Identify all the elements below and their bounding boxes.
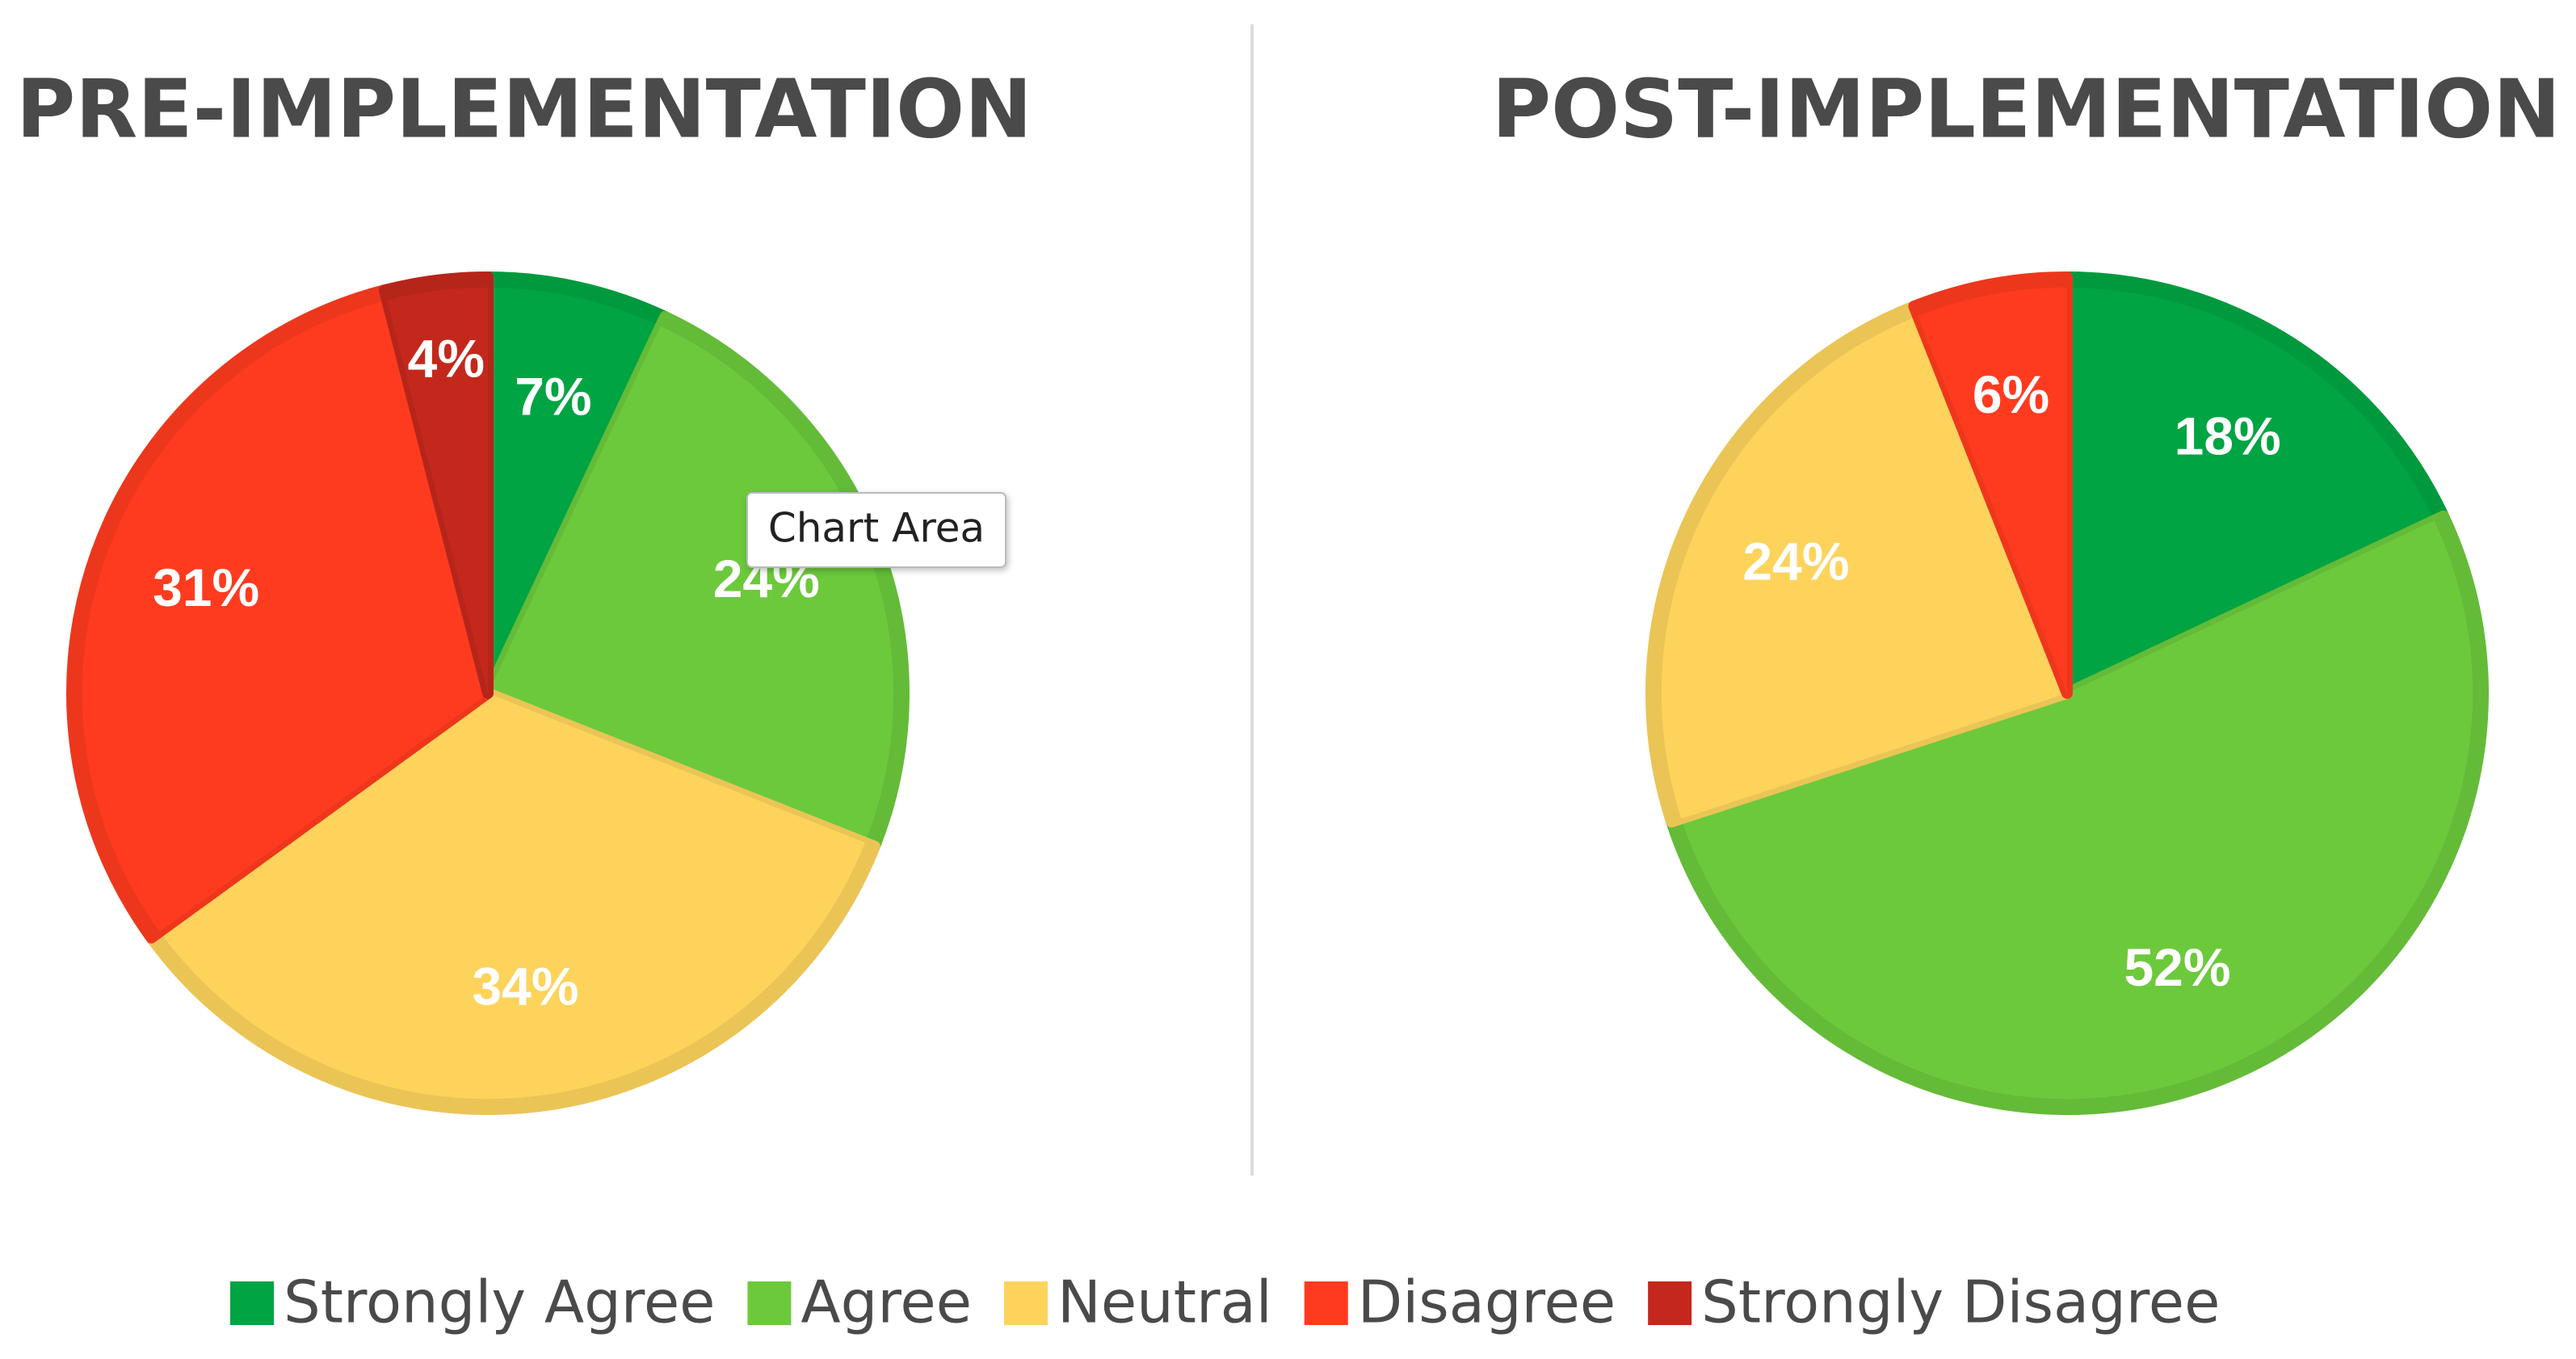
data-label: 31% <box>153 557 259 617</box>
chart-title: POST-IMPLEMENTATION <box>1492 61 2561 156</box>
pie-slice-inner <box>387 287 488 693</box>
tooltip-text: Chart Area <box>768 505 985 552</box>
pie-slice-inner <box>2067 287 2435 693</box>
pie-slice-inner <box>1681 520 2473 1100</box>
legend-label: Strongly Agree <box>284 1269 715 1336</box>
tooltip-box <box>746 492 1006 568</box>
pie-slice-inner <box>82 300 489 932</box>
legend-label: Agree <box>801 1269 972 1336</box>
pie-slice-inner <box>488 326 894 843</box>
legend-swatch <box>1004 1281 1048 1325</box>
data-label: 34% <box>472 956 578 1016</box>
legend-label: Disagree <box>1358 1269 1616 1336</box>
data-label: 24% <box>1742 532 1849 591</box>
data-label: 18% <box>2175 406 2281 465</box>
legend-swatch <box>1648 1281 1692 1325</box>
legend-swatch <box>747 1281 792 1325</box>
legend-label: Strongly Disagree <box>1701 1269 2220 1336</box>
data-label: 6% <box>1973 364 2049 424</box>
pie-slice-inner <box>159 693 865 1100</box>
legend-swatch <box>1304 1281 1348 1325</box>
legend-label: Neutral <box>1057 1269 1272 1336</box>
data-label: 7% <box>515 367 591 427</box>
pie-slice-inner <box>1918 287 2067 693</box>
data-label: 4% <box>408 329 485 389</box>
chart-title: PRE-IMPLEMENTATION <box>16 61 1032 156</box>
data-label: 52% <box>2124 937 2230 997</box>
legend-swatch <box>230 1281 274 1325</box>
